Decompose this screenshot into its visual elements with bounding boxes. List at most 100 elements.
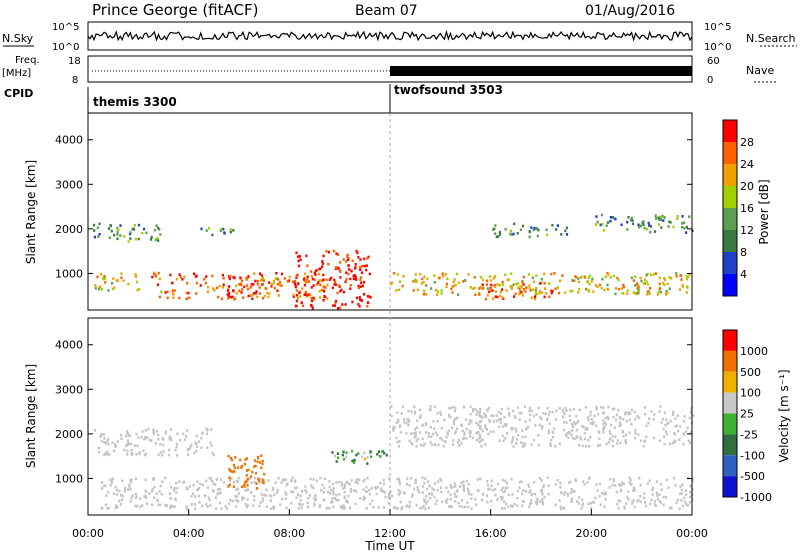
velocity-cell bbox=[606, 415, 609, 419]
velocity-cell bbox=[397, 489, 400, 492]
power-cell bbox=[181, 278, 184, 281]
velocity-cell bbox=[421, 506, 424, 510]
velocity-cell bbox=[208, 498, 211, 502]
velocity-cell bbox=[159, 484, 162, 488]
velocity-cell bbox=[185, 507, 188, 510]
velocity-cell bbox=[528, 406, 531, 410]
velocity-cell bbox=[195, 434, 198, 438]
velocity-cell bbox=[141, 504, 144, 507]
velocity-cell bbox=[463, 431, 466, 435]
power-cell bbox=[422, 280, 425, 284]
velocity-cell bbox=[575, 436, 579, 439]
power-cell bbox=[501, 280, 504, 284]
power-cell bbox=[98, 233, 101, 236]
velocity-cell bbox=[159, 451, 162, 454]
power-cell bbox=[325, 278, 328, 281]
power-cell bbox=[685, 231, 688, 234]
x-tick-label: 16:00 bbox=[475, 527, 507, 540]
velocity-cell bbox=[119, 502, 122, 506]
power-cell bbox=[275, 277, 278, 280]
power-cell bbox=[607, 220, 610, 224]
power-cell bbox=[306, 264, 309, 267]
power-cell bbox=[306, 278, 309, 281]
velocity-cell bbox=[528, 491, 531, 494]
velocity-cell bbox=[162, 438, 165, 441]
power-cell bbox=[540, 291, 543, 294]
velocity-cell bbox=[232, 463, 235, 467]
velocity-cell bbox=[405, 504, 408, 508]
velocity-cell bbox=[547, 429, 550, 433]
velocity-cell bbox=[611, 407, 614, 411]
power-cell bbox=[595, 215, 598, 218]
power-cell bbox=[634, 284, 637, 287]
velocity-cell bbox=[406, 483, 409, 486]
velocity-cell bbox=[508, 412, 511, 415]
power-cell bbox=[306, 293, 309, 297]
velocity-cell bbox=[353, 458, 356, 462]
velocity-cell bbox=[133, 444, 137, 447]
power-cell bbox=[479, 276, 482, 279]
power-cell bbox=[495, 235, 498, 239]
velocity-cell bbox=[503, 500, 506, 504]
velocity-cell bbox=[649, 502, 652, 506]
velocity-cell bbox=[397, 445, 401, 448]
power-cell bbox=[250, 283, 253, 286]
velocity-cell bbox=[195, 450, 198, 453]
power-cell bbox=[412, 289, 415, 292]
power-cell bbox=[440, 289, 443, 292]
velocity-cell bbox=[652, 436, 656, 440]
velocity-cell bbox=[454, 431, 457, 435]
power-cell bbox=[365, 268, 368, 272]
velocity-cell bbox=[465, 437, 468, 440]
power-cell bbox=[500, 290, 503, 294]
power-cell bbox=[336, 291, 339, 295]
power-cell bbox=[172, 296, 175, 299]
velocity-cell bbox=[234, 456, 237, 459]
power-cell bbox=[563, 291, 567, 294]
velocity-cell bbox=[524, 442, 527, 446]
power-cell bbox=[277, 294, 280, 297]
power-cell bbox=[643, 226, 646, 230]
velocity-cell bbox=[265, 505, 268, 509]
velocity-cell bbox=[569, 419, 572, 422]
velocity-cell bbox=[388, 493, 391, 496]
velocity-cell bbox=[139, 497, 142, 501]
power-cell bbox=[421, 282, 424, 285]
velocity-cell bbox=[689, 484, 692, 488]
velocity-cell bbox=[246, 498, 249, 501]
power-cell bbox=[501, 288, 504, 291]
velocity-cell bbox=[558, 442, 561, 445]
power-cell bbox=[493, 227, 496, 231]
velocity-cell bbox=[647, 421, 650, 425]
velocity-cell bbox=[253, 481, 256, 484]
velocity-cell bbox=[382, 489, 385, 493]
velocity-cell bbox=[663, 435, 666, 438]
velocity-cell bbox=[440, 413, 443, 416]
power-cell bbox=[457, 293, 460, 296]
velocity-cell bbox=[480, 445, 483, 448]
velocity-cell bbox=[216, 492, 219, 496]
velocity-cell bbox=[269, 499, 272, 502]
velocity-cell bbox=[170, 486, 173, 489]
velocity-cell bbox=[406, 421, 409, 425]
velocity-cell bbox=[537, 443, 540, 447]
velocity-cell bbox=[293, 486, 296, 490]
velocity-cell bbox=[396, 507, 399, 510]
power-cell bbox=[462, 280, 465, 283]
velocity-cell bbox=[427, 432, 431, 435]
velocity-cell bbox=[144, 494, 147, 498]
velocity-cell bbox=[112, 449, 116, 453]
velocity-cell bbox=[157, 503, 160, 507]
velocity-cell bbox=[452, 422, 455, 426]
velocity-cell bbox=[428, 506, 431, 510]
power-cell bbox=[357, 256, 360, 259]
power-cell bbox=[153, 228, 156, 232]
velocity-cell bbox=[460, 499, 464, 502]
velocity-cell bbox=[250, 491, 253, 494]
power-cell bbox=[506, 278, 509, 282]
velocity-cell bbox=[168, 492, 171, 495]
velocity-cell bbox=[229, 498, 232, 502]
velocity-cell bbox=[145, 496, 148, 499]
power-cell bbox=[489, 287, 492, 290]
velocity-cell bbox=[346, 500, 349, 504]
